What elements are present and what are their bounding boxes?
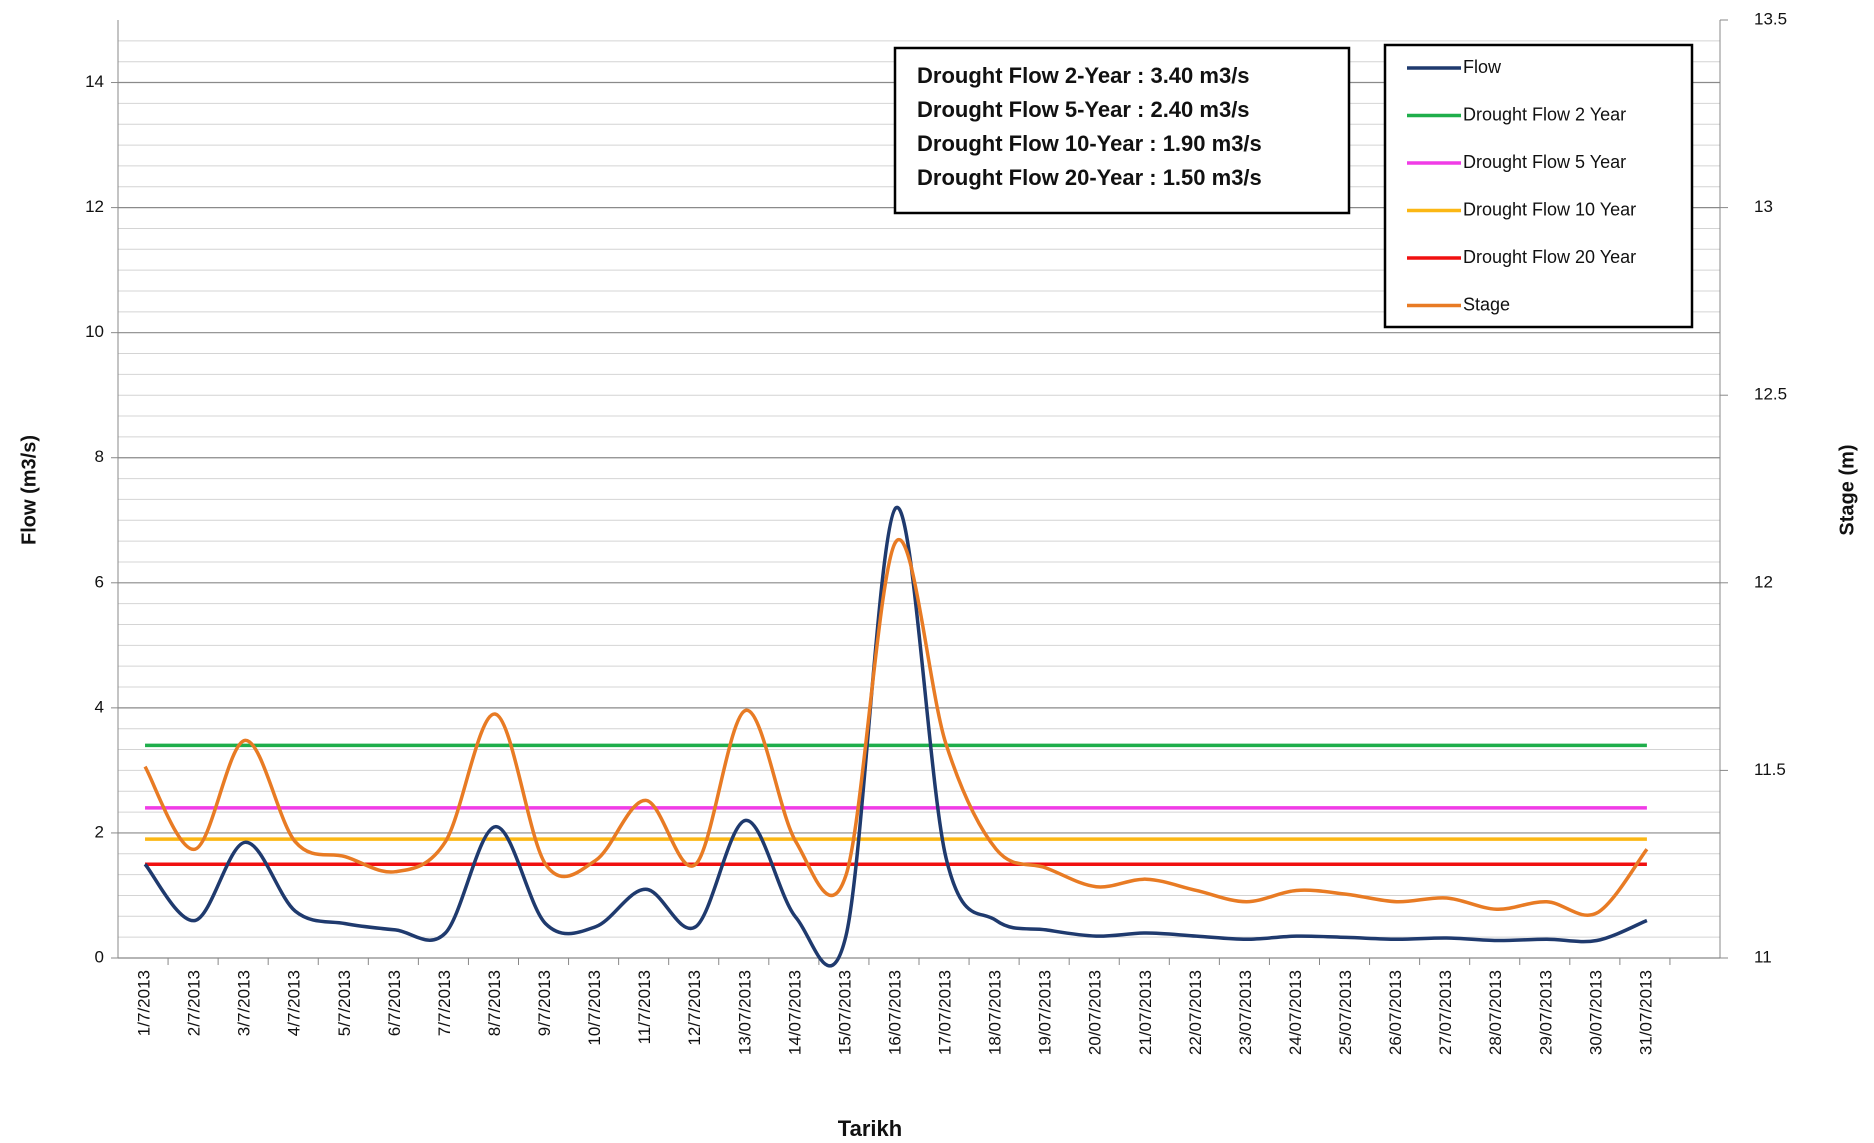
x-tick-label: 7/7/2013 [435, 970, 454, 1036]
x-tick-label: 15/07/2013 [835, 970, 854, 1055]
y2-tick-label: 11.5 [1754, 760, 1786, 779]
x-tick-label: 10/7/2013 [585, 970, 604, 1046]
legend-label: Drought Flow 2 Year [1463, 104, 1626, 124]
x-tick-label: 12/7/2013 [685, 970, 704, 1046]
x-tick-label: 25/07/2013 [1336, 970, 1355, 1055]
y-tick-label: 10 [85, 322, 104, 341]
x-tick-label: 26/07/2013 [1386, 970, 1405, 1055]
y-tick-label: 2 [95, 822, 104, 841]
x-tick-label: 24/07/2013 [1286, 970, 1305, 1055]
annotation-text: Drought Flow 10-Year : 1.90 m3/s [917, 131, 1262, 156]
x-tick-label: 6/7/2013 [385, 970, 404, 1036]
x-axis-label: Tarikh [838, 1116, 902, 1141]
x-tick-label: 30/07/2013 [1586, 970, 1605, 1055]
legend-label: Drought Flow 20 Year [1463, 247, 1636, 267]
x-tick-label: 1/7/2013 [135, 970, 154, 1036]
y2-tick-label: 12.5 [1754, 385, 1787, 404]
y2-tick-label: 12 [1754, 572, 1773, 591]
x-tick-label: 19/07/2013 [1036, 970, 1055, 1055]
legend-label: Drought Flow 10 Year [1463, 199, 1636, 219]
x-tick-label: 9/7/2013 [535, 970, 554, 1036]
x-tick-label: 8/7/2013 [485, 970, 504, 1036]
annotation-box [893, 46, 1351, 215]
x-tick-label: 16/07/2013 [885, 970, 904, 1055]
x-tick-label: 20/07/2013 [1086, 970, 1105, 1055]
x-tick-label: 4/7/2013 [285, 970, 304, 1036]
x-tick-label: 5/7/2013 [335, 970, 354, 1036]
series-line [143, 505, 1648, 968]
y2-axis-label: Stage (m) [1836, 444, 1858, 535]
y2-tick-label: 13.5 [1754, 9, 1787, 28]
x-tick-label: 31/07/2013 [1636, 970, 1655, 1055]
annotation-text: Drought Flow 2-Year : 3.40 m3/s [917, 63, 1250, 88]
x-tick-label: 2/7/2013 [185, 970, 204, 1036]
legend-label: Drought Flow 5 Year [1463, 152, 1626, 172]
y-tick-label: 8 [95, 447, 104, 466]
y2-tick-label: 11 [1754, 947, 1772, 966]
series-line [143, 537, 1649, 917]
x-tick-label: 21/07/2013 [1136, 970, 1155, 1055]
y-tick-label: 14 [85, 72, 104, 91]
legend-label: Stage [1463, 294, 1510, 314]
y-axis-label: Flow (m3/s) [18, 435, 40, 545]
x-tick-label: 3/7/2013 [235, 970, 254, 1036]
annotation-text: Drought Flow 20-Year : 1.50 m3/s [917, 165, 1262, 190]
x-tick-label: 27/07/2013 [1436, 970, 1455, 1055]
x-tick-label: 29/07/2013 [1536, 970, 1555, 1055]
legend-label: Flow [1463, 57, 1502, 77]
x-tick-label: 13/07/2013 [735, 970, 754, 1055]
x-tick-label: 17/07/2013 [936, 970, 955, 1055]
y-tick-label: 6 [95, 572, 104, 591]
y2-tick-label: 13 [1754, 197, 1773, 216]
x-tick-label: 11/7/2013 [635, 970, 654, 1044]
x-tick-label: 28/07/2013 [1486, 970, 1505, 1055]
x-tick-label: 14/07/2013 [785, 970, 804, 1055]
x-tick-label: 18/07/2013 [986, 970, 1005, 1055]
annotation-text: Drought Flow 5-Year : 2.40 m3/s [917, 97, 1250, 122]
x-tick-label: 23/07/2013 [1236, 970, 1255, 1055]
x-tick-label: 22/07/2013 [1186, 970, 1205, 1055]
legend-box [1383, 43, 1694, 329]
y-tick-label: 4 [95, 697, 104, 716]
y-tick-label: 12 [85, 197, 104, 216]
y-tick-label: 0 [95, 947, 104, 966]
